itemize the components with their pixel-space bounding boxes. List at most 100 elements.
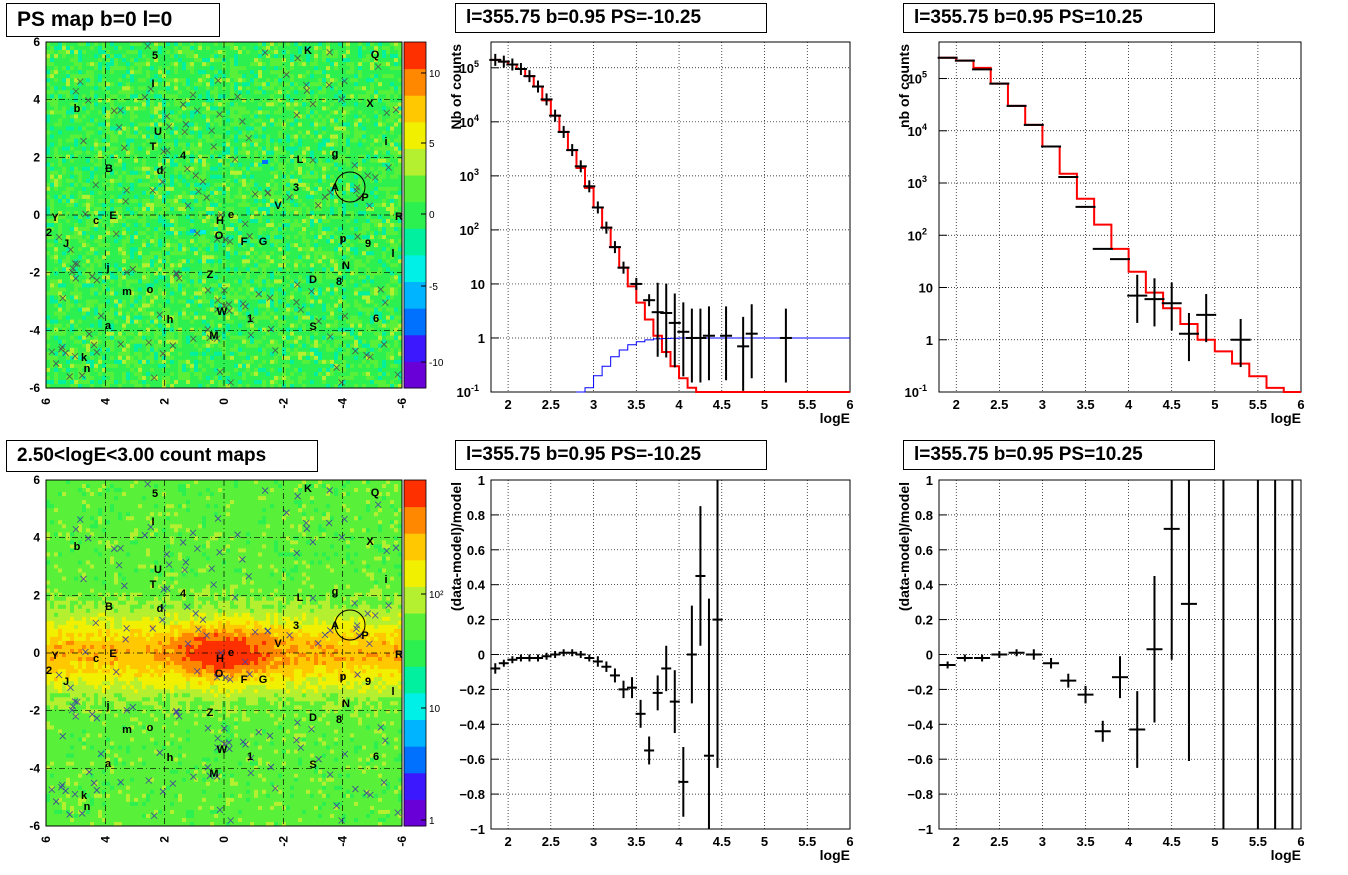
map-pixel: [98, 283, 103, 288]
map-pixel: [218, 118, 223, 123]
map-pixel: [202, 339, 207, 345]
map-pixel: [158, 355, 163, 361]
map-pixel: [258, 42, 263, 47]
map-pixel: [206, 359, 211, 365]
map-pixel: [174, 94, 179, 99]
map-pixel: [214, 166, 219, 172]
map-pixel: [174, 295, 179, 300]
map-pixel: [82, 90, 87, 95]
map-pixel: [138, 247, 143, 252]
map-pixel: [126, 315, 131, 321]
map-pixel: [62, 42, 67, 47]
map-pixel: [190, 351, 195, 357]
map-pixel: [238, 255, 243, 260]
map-pixel: [162, 263, 167, 268]
map-pixel: [114, 379, 119, 385]
map-pixel: [258, 46, 263, 51]
map-pixel: [54, 371, 59, 377]
map-pixel: [98, 46, 103, 51]
map-pixel: [214, 359, 219, 365]
map-pixel: [266, 335, 271, 341]
map-pixel: [186, 295, 191, 300]
map-pixel: [114, 219, 119, 224]
map-pixel: [162, 54, 167, 59]
map-pixel: [222, 219, 227, 224]
map-pixel: [242, 102, 247, 107]
map-pixel: [262, 355, 267, 361]
map-pixel: [206, 162, 211, 168]
map-pixel: [246, 223, 251, 228]
map-pixel: [134, 162, 139, 168]
map-pixel: [70, 170, 75, 176]
map-pixel: [82, 158, 87, 164]
map-pixel: [118, 66, 123, 71]
map-pixel: [234, 247, 239, 252]
map-pixel: [194, 219, 199, 224]
map-pixel: [54, 70, 59, 75]
map-pixel: [186, 351, 191, 357]
map-pixel: [126, 363, 131, 369]
map-pixel: [230, 223, 235, 228]
map-pixel: [178, 202, 183, 208]
map-pixel: [254, 154, 259, 160]
map-pixel: [46, 279, 51, 284]
map-pixel: [242, 50, 247, 55]
map-pixel: [206, 134, 211, 139]
map-pixel: [186, 62, 191, 67]
map-pixel: [158, 279, 163, 284]
map-pixel: [46, 243, 51, 248]
map-pixel: [138, 206, 143, 212]
map-pixel: [174, 287, 179, 292]
map-pixel: [242, 371, 247, 377]
map-pixel: [226, 283, 231, 288]
map-pixel: [66, 74, 71, 79]
map-pixel: [242, 339, 247, 345]
map-pixel: [150, 118, 155, 123]
map-pixel: [58, 331, 63, 337]
map-pixel: [266, 126, 271, 131]
map-pixel: [262, 142, 267, 148]
map-pixel: [270, 359, 275, 365]
map-pixel: [274, 106, 279, 111]
map-pixel: [86, 331, 91, 337]
map-pixel: [58, 98, 63, 103]
map-pixel: [210, 46, 215, 51]
map-pixel: [210, 178, 215, 184]
map-pixel: [206, 146, 211, 152]
map-pixel: [90, 106, 95, 111]
map-pixel: [174, 90, 179, 95]
map-pixel: [238, 74, 243, 79]
map-pixel: [134, 102, 139, 107]
map-pixel: [218, 98, 223, 103]
map-pixel: [138, 66, 143, 71]
map-pixel: [54, 215, 59, 220]
map-pixel: [218, 347, 223, 353]
map-pixel: [126, 335, 131, 341]
map-pixel: [218, 114, 223, 119]
map-pixel: [102, 158, 107, 164]
map-pixel: [50, 383, 55, 389]
map-pixel: [106, 283, 111, 288]
map-pixel: [202, 198, 207, 204]
map-pixel: [166, 130, 171, 135]
map-pixel: [190, 202, 195, 208]
map-pixel: [142, 223, 147, 228]
map-pixel: [130, 227, 135, 232]
map-pixel: [70, 198, 75, 204]
map-pixel: [126, 367, 131, 373]
map-pixel: [126, 267, 131, 272]
map-pixel: [202, 138, 207, 143]
map-pixel: [134, 190, 139, 196]
map-pixel: [206, 375, 211, 381]
map-pixel: [62, 367, 67, 373]
map-pixel: [62, 371, 67, 377]
map-pixel: [214, 311, 219, 316]
map-pixel: [238, 62, 243, 67]
map-pixel: [150, 142, 155, 148]
map-pixel: [146, 110, 151, 115]
map-pixel: [138, 82, 143, 87]
map-pixel: [162, 335, 167, 341]
map-pixel: [206, 299, 211, 304]
map-pixel: [234, 198, 239, 204]
map-pixel: [118, 215, 123, 220]
